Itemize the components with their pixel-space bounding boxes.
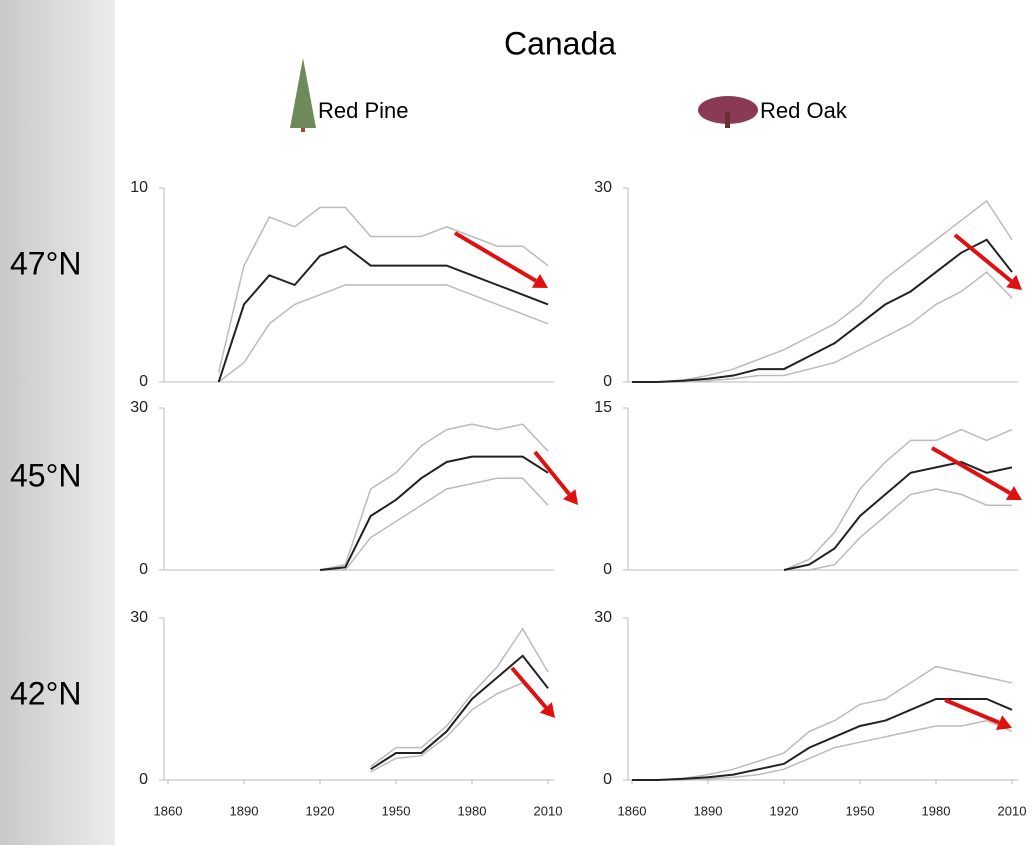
y-tick-label: 10 [130, 179, 148, 196]
row-label: 47°N [10, 245, 82, 281]
row-label: 42°N [10, 675, 82, 711]
y-tick-label: 30 [594, 609, 612, 626]
row-label: 45°N [10, 457, 82, 493]
background [0, 0, 1035, 845]
y-tick-label: 0 [139, 373, 148, 390]
x-tick-label: 1860 [618, 803, 647, 818]
x-tick-label: 1980 [458, 803, 487, 818]
y-tick-label: 30 [594, 179, 612, 196]
y-tick-label: 0 [139, 561, 148, 578]
x-tick-label: 1890 [230, 803, 259, 818]
side-panel [0, 0, 115, 845]
x-tick-label: 1950 [846, 803, 875, 818]
y-tick-label: 15 [594, 399, 612, 416]
y-tick-label: 0 [603, 771, 612, 788]
title: Canada [504, 25, 616, 61]
y-tick-label: 0 [603, 373, 612, 390]
y-tick-label: 30 [130, 399, 148, 416]
figure: Canada Red Pine Red Oak 47°N 45°N 42°N 0… [0, 0, 1035, 845]
y-tick-label: 30 [130, 609, 148, 626]
column-label: Red Oak [760, 98, 848, 123]
x-tick-label: 1920 [306, 803, 335, 818]
x-tick-label: 1890 [694, 803, 723, 818]
x-tick-label: 1920 [770, 803, 799, 818]
y-tick-label: 0 [603, 561, 612, 578]
y-tick-label: 0 [139, 771, 148, 788]
x-tick-label: 1980 [922, 803, 951, 818]
x-tick-label: 2010 [534, 803, 563, 818]
x-tick-label: 1950 [382, 803, 411, 818]
column-label: Red Pine [318, 98, 409, 123]
x-tick-label: 2010 [998, 803, 1027, 818]
x-tick-label: 1860 [154, 803, 183, 818]
